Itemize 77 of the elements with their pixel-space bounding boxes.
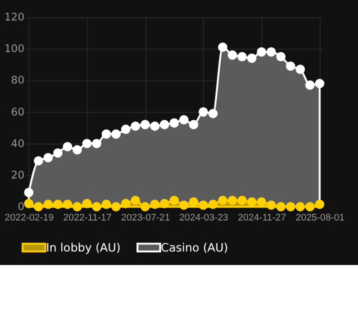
- y-tick-label: 60: [11, 106, 24, 118]
- point: [160, 198, 170, 208]
- x-tick-label: 2025-08-01: [296, 212, 345, 224]
- point: [121, 198, 130, 208]
- point: [130, 121, 140, 131]
- point: [188, 197, 198, 207]
- x-tick-label: 2024-03-23: [179, 212, 228, 224]
- point: [160, 120, 170, 130]
- point: [188, 120, 198, 130]
- point: [140, 120, 150, 130]
- point: [121, 124, 130, 134]
- point: [208, 200, 218, 209]
- point: [82, 138, 92, 148]
- point: [315, 78, 324, 88]
- legend-label: Casino (AU): [160, 240, 228, 254]
- point: [170, 118, 179, 128]
- point: [170, 196, 179, 206]
- point: [34, 156, 44, 166]
- y-tick-label: 120: [4, 12, 24, 24]
- x-tick-label: 2022-02-19: [4, 212, 54, 224]
- point: [102, 129, 111, 139]
- point: [276, 52, 286, 62]
- point: [247, 197, 256, 207]
- point: [140, 202, 150, 212]
- point: [198, 107, 208, 117]
- point: [256, 47, 266, 57]
- point: [296, 202, 305, 212]
- point: [237, 196, 247, 206]
- point: [218, 196, 228, 206]
- point: [82, 198, 92, 208]
- point: [305, 202, 315, 212]
- point: [228, 50, 238, 60]
- y-tick-label: 20: [11, 169, 24, 182]
- point: [53, 200, 63, 209]
- point: [102, 200, 111, 209]
- point: [43, 153, 53, 162]
- point: [237, 52, 247, 62]
- y-tick-label: 0: [18, 201, 24, 214]
- point: [92, 138, 102, 148]
- point: [24, 188, 34, 198]
- point: [296, 64, 305, 74]
- point: [179, 200, 189, 210]
- x-tick-label: 2022-11-17: [63, 212, 112, 224]
- point: [305, 80, 315, 90]
- point: [266, 47, 276, 57]
- point: [111, 202, 121, 212]
- point: [111, 129, 121, 139]
- point: [228, 196, 238, 206]
- point: [179, 115, 189, 124]
- point: [256, 197, 266, 207]
- point: [247, 54, 256, 63]
- point: [34, 202, 44, 212]
- y-tick-label: 100: [4, 43, 24, 56]
- point: [315, 200, 324, 209]
- point: [276, 202, 286, 212]
- point: [150, 121, 160, 131]
- point: [266, 200, 276, 210]
- point: [62, 142, 72, 152]
- point: [130, 196, 140, 206]
- y-tick-label: 80: [11, 74, 24, 87]
- point: [218, 42, 228, 52]
- point: [198, 200, 208, 210]
- point: [286, 202, 296, 212]
- point: [208, 108, 218, 118]
- x-tick-label: 2023-07-21: [121, 212, 170, 224]
- legend-label: In lobby (AU): [46, 240, 121, 254]
- point: [286, 61, 296, 71]
- point: [53, 148, 63, 158]
- point: [92, 202, 102, 212]
- point: [150, 200, 160, 209]
- y-tick-label: 40: [11, 138, 24, 150]
- point: [72, 202, 82, 212]
- point: [43, 200, 53, 209]
- point: [24, 198, 34, 208]
- point: [72, 145, 82, 154]
- point: [62, 200, 72, 209]
- x-tick-label: 2024-11-27: [238, 212, 286, 224]
